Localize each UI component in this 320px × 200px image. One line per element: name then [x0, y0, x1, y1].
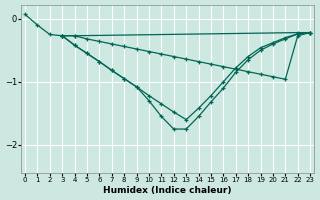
X-axis label: Humidex (Indice chaleur): Humidex (Indice chaleur) [103, 186, 232, 195]
